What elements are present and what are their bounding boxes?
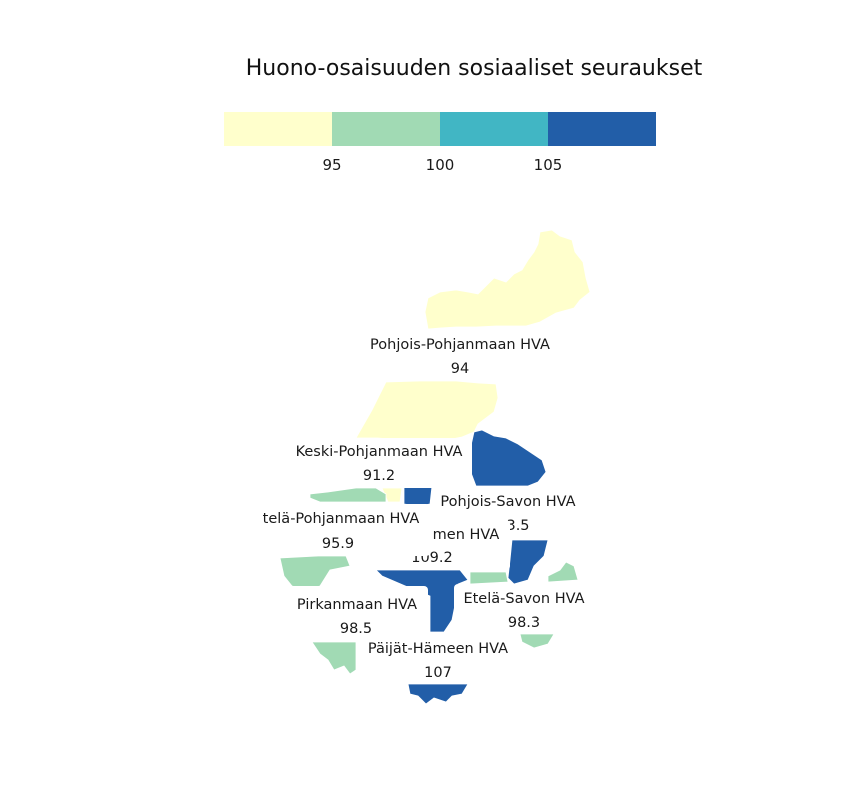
region-etela-savo-north bbox=[507, 539, 549, 585]
label-value-keski-pohjanmaa: 91.2 bbox=[363, 468, 395, 484]
label-value-etela-savo: 98.3 bbox=[508, 615, 540, 631]
legend-tick-105: 105 bbox=[534, 156, 563, 174]
legend-swatch-2 bbox=[332, 112, 440, 146]
region-etela-pohjanmaa-west bbox=[279, 555, 351, 591]
region-labels: Pohjois-Pohjanmaan HVA 94 Keski-Pohjanma… bbox=[252, 330, 590, 684]
label-value-pirkanmaa: 98.5 bbox=[340, 621, 372, 637]
label-bg-pirkanmaa bbox=[288, 586, 428, 638]
region-etela-savo-south bbox=[519, 633, 555, 649]
legend-swatch-1 bbox=[224, 112, 332, 146]
legend-swatch-4 bbox=[548, 112, 656, 146]
label-bg-paijat-hame bbox=[358, 634, 518, 684]
label-name-paijat-hame: Päijät-Hämeen HVA bbox=[368, 641, 508, 657]
legend-tick-100: 100 bbox=[426, 156, 455, 174]
region-pohjois-savo[interactable] bbox=[469, 429, 547, 487]
label-value-paijat-hame: 107 bbox=[424, 665, 452, 681]
label-bg-etela-savo bbox=[454, 584, 590, 634]
label-name-pohjois-pohjanmaa: Pohjois-Pohjanmaan HVA bbox=[370, 337, 550, 353]
label-bg-pohjois-pohjanmaa bbox=[360, 330, 560, 378]
label-bg-keski-pohjanmaa bbox=[286, 438, 472, 488]
region-keski-suomi[interactable] bbox=[375, 569, 469, 633]
label-bg-etela-pohjanmaa bbox=[252, 504, 430, 556]
label-value-pohjois-savo: 3.5 bbox=[506, 518, 529, 534]
label-name-keski-pohjanmaa: Keski-Pohjanmaan HVA bbox=[296, 444, 463, 460]
label-name-etela-savo: Etelä-Savon HVA bbox=[463, 591, 584, 607]
region-etela-pohjanmaa[interactable] bbox=[309, 487, 387, 503]
label-name-etela-pohjanmaa: telä-Pohjanmaan HVA bbox=[263, 511, 420, 527]
label-name-keski-suomi: men HVA bbox=[433, 527, 500, 543]
map-title: Huono-osaisuuden sosiaaliset seuraukset bbox=[245, 56, 703, 81]
label-name-pohjois-savo: Pohjois-Savon HVA bbox=[440, 494, 575, 510]
region-pirkanmaa[interactable] bbox=[311, 641, 357, 675]
legend: 95 100 105 bbox=[224, 112, 656, 174]
legend-tick-95: 95 bbox=[322, 156, 341, 174]
legend-swatch-3 bbox=[440, 112, 548, 146]
region-pohjois-pohjanmaa[interactable] bbox=[424, 229, 591, 330]
label-value-etela-pohjanmaa: 95.9 bbox=[322, 536, 354, 552]
region-paijat-hame[interactable] bbox=[407, 683, 469, 705]
label-value-pohjois-pohjanmaa: 94 bbox=[451, 361, 469, 377]
label-name-pirkanmaa: Pirkanmaan HVA bbox=[297, 597, 417, 613]
region-etela-savo[interactable] bbox=[469, 571, 509, 585]
region-pohjois-savo-2 bbox=[403, 485, 433, 507]
region-etela-savo-east bbox=[547, 561, 579, 583]
